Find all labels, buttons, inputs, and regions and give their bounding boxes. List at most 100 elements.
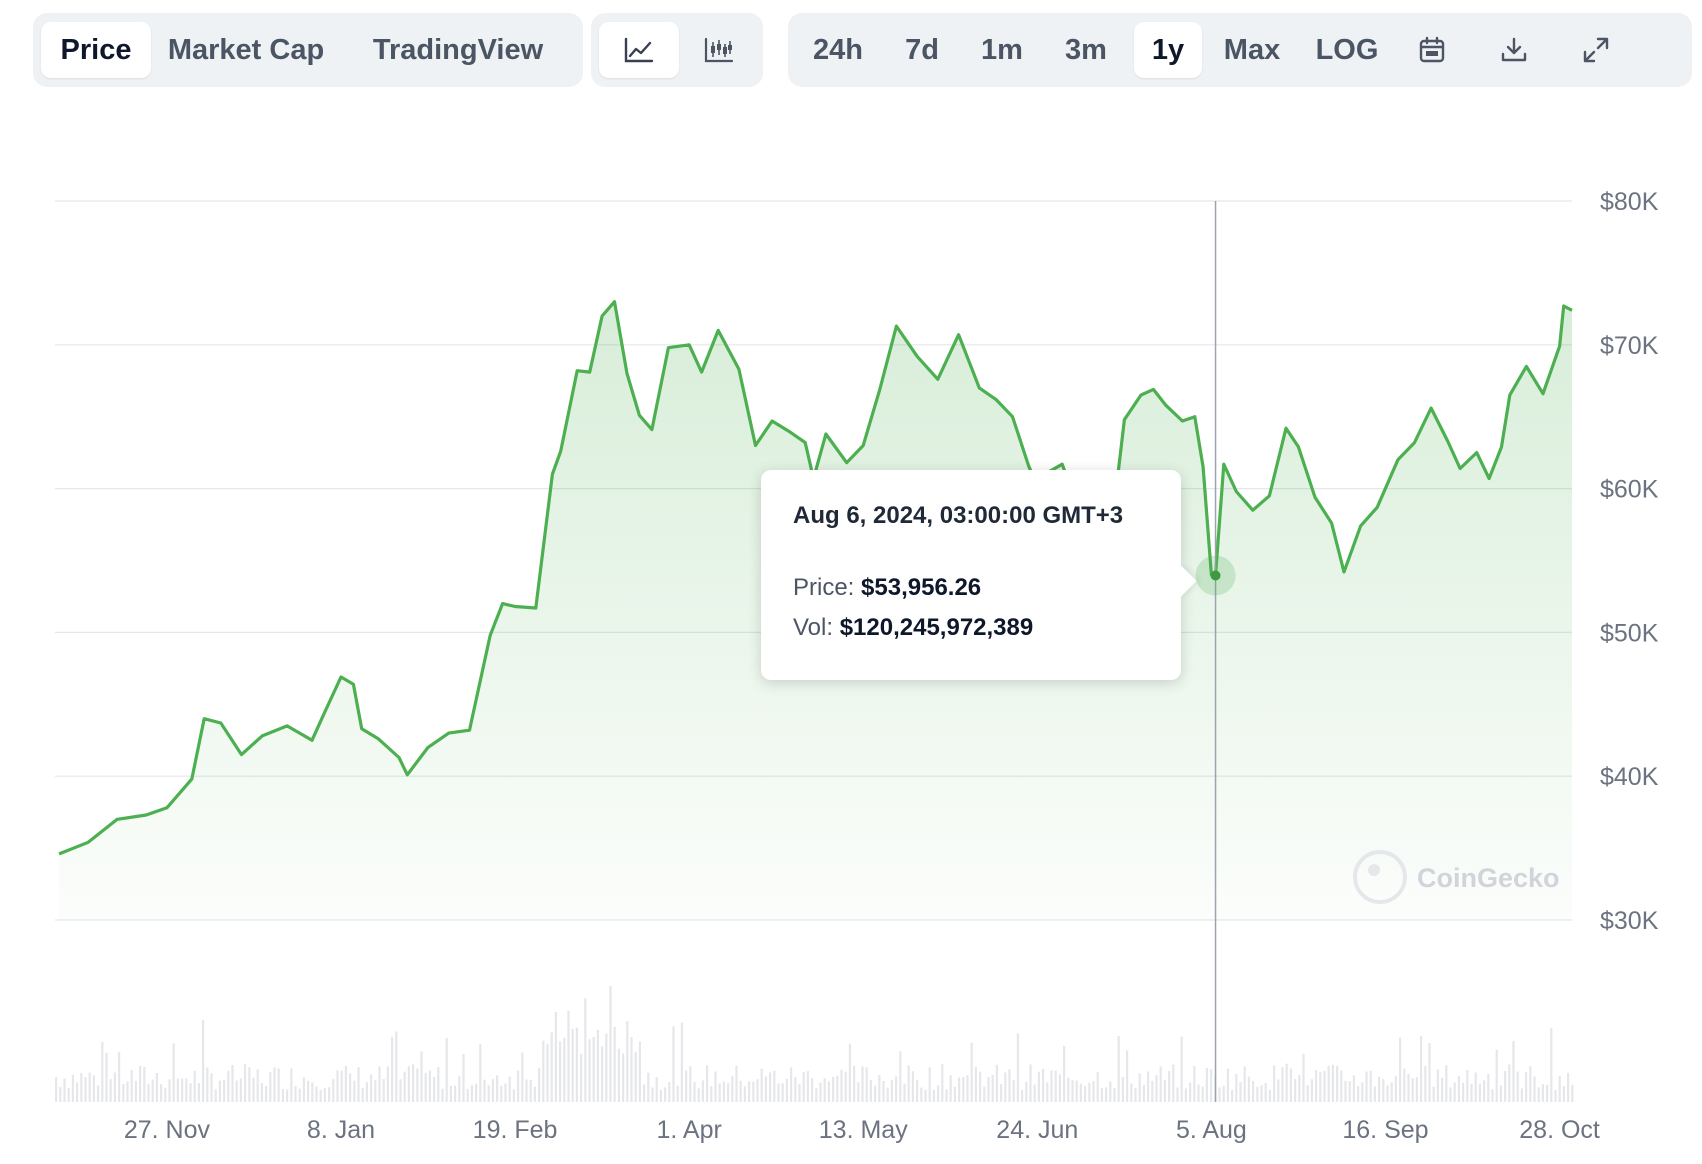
volume-bar — [1399, 1037, 1402, 1102]
volume-bar — [235, 1080, 238, 1102]
x-tick-label: 5. Aug — [1176, 1116, 1247, 1144]
volume-bar — [1096, 1072, 1099, 1102]
volume-bar — [1138, 1073, 1141, 1102]
highlight-point[interactable] — [1210, 570, 1221, 581]
range-1m[interactable]: 1m — [981, 33, 1023, 66]
log-scale-toggle[interactable]: LOG — [1315, 33, 1379, 66]
volume-bar — [1277, 1079, 1280, 1102]
volume-bar — [685, 1070, 688, 1102]
range-7d[interactable]: 7d — [905, 33, 939, 66]
volume-bar — [1201, 1086, 1204, 1102]
volume-bar — [727, 1083, 730, 1102]
volume-bar — [424, 1073, 427, 1102]
volume-bar — [1100, 1088, 1103, 1102]
volume-bar — [1046, 1082, 1049, 1102]
volume-bar — [1012, 1079, 1015, 1102]
volume-bar — [512, 1089, 515, 1102]
range-3m[interactable]: 3m — [1065, 33, 1107, 66]
volume-bar — [1134, 1088, 1137, 1102]
volume-bar — [307, 1080, 310, 1102]
volume-bar — [1247, 1076, 1250, 1102]
volume-bar — [580, 1053, 583, 1102]
volume-bar — [508, 1076, 511, 1102]
volume-bar — [1163, 1079, 1166, 1102]
volume-bar — [1315, 1070, 1318, 1102]
volume-bar — [462, 1054, 465, 1102]
volume-bar — [1571, 1085, 1574, 1102]
volume-bar — [1386, 1085, 1389, 1102]
volume-bar — [1340, 1070, 1343, 1102]
volume-bar — [1050, 1070, 1053, 1102]
volume-bar — [735, 1065, 738, 1102]
fullscreen-button[interactable] — [1566, 22, 1626, 78]
volume-bar — [638, 1041, 641, 1102]
volume-bar — [139, 1065, 142, 1102]
volume-bar — [806, 1071, 809, 1102]
volume-bar — [1319, 1072, 1322, 1102]
volume-bar — [668, 1082, 671, 1102]
tab-tradingview[interactable]: TradingView — [372, 33, 544, 66]
volume-bar — [433, 1076, 436, 1102]
volume-bar — [290, 1068, 293, 1102]
volume-bar — [365, 1082, 368, 1102]
volume-bar — [655, 1077, 658, 1102]
fullscreen-icon — [1583, 37, 1609, 63]
volume-bar — [1323, 1071, 1326, 1102]
volume-bar — [521, 1052, 524, 1102]
volume-bar — [1289, 1068, 1292, 1102]
volume-bar — [386, 1066, 389, 1102]
range-24h[interactable]: 24h — [813, 33, 863, 66]
volume-bar — [634, 1051, 637, 1102]
volume-bar — [1281, 1067, 1284, 1102]
volume-bar — [1264, 1083, 1267, 1102]
volume-bar — [118, 1052, 121, 1102]
volume-bar — [659, 1089, 662, 1102]
volume-bar — [1071, 1080, 1074, 1102]
volume-bar — [101, 1042, 104, 1102]
volume-bar — [882, 1081, 885, 1102]
volume-bar — [1411, 1078, 1414, 1102]
volume-bar — [59, 1087, 62, 1102]
watermark-text: CoinGecko — [1417, 863, 1560, 893]
volume-bar — [1466, 1070, 1469, 1102]
y-tick-label: $70K — [1600, 332, 1659, 360]
volume-bar — [1336, 1065, 1339, 1102]
tab-market-cap[interactable]: Market Cap — [167, 33, 325, 66]
volume-bar — [1348, 1081, 1351, 1102]
volume-bar — [1239, 1081, 1242, 1102]
volume-bar — [1302, 1053, 1305, 1102]
x-tick-label: 8. Jan — [307, 1116, 375, 1144]
range-1y[interactable]: 1y — [1134, 22, 1202, 78]
line-chart-button[interactable] — [599, 22, 679, 78]
candlestick-chart-icon — [704, 37, 734, 63]
volume-bar — [248, 1067, 251, 1102]
candlestick-chart-button[interactable] — [683, 22, 755, 78]
volume-bar — [731, 1076, 734, 1102]
calendar-button[interactable] — [1402, 22, 1462, 78]
tab-price[interactable]: Price — [41, 22, 151, 78]
volume-bar — [1037, 1071, 1040, 1102]
volume-bar — [445, 1038, 448, 1102]
volume-bar — [1004, 1072, 1007, 1102]
volume-bar — [176, 1078, 179, 1102]
volume-bar — [214, 1089, 217, 1102]
volume-bar — [206, 1067, 209, 1102]
volume-bar — [1184, 1088, 1187, 1102]
volume-bar — [105, 1052, 108, 1102]
volume-bar — [504, 1083, 507, 1102]
range-max[interactable]: Max — [1223, 33, 1281, 66]
volume-bar — [1126, 1050, 1129, 1102]
download-button[interactable] — [1484, 22, 1544, 78]
volume-bar — [890, 1080, 893, 1102]
volume-bar — [1512, 1041, 1515, 1102]
volume-bar — [1235, 1073, 1238, 1102]
volume-bar — [601, 1046, 604, 1102]
volume-bar — [1294, 1079, 1297, 1102]
tooltip-date: Aug 6, 2024, 03:00:00 GMT+3 — [793, 502, 1124, 529]
volume-bar — [533, 1086, 536, 1102]
volume-bar — [941, 1064, 944, 1102]
volume-bar — [1394, 1076, 1397, 1102]
volume-bar — [1529, 1066, 1532, 1102]
volume-bar — [416, 1068, 419, 1102]
volume-bar — [1449, 1087, 1452, 1102]
